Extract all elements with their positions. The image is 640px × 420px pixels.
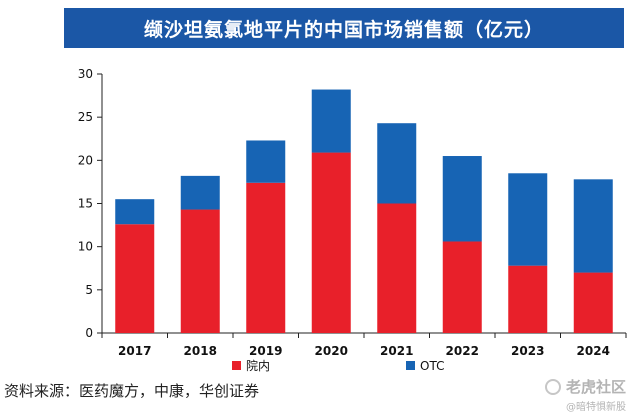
tiger-logo-icon bbox=[544, 378, 561, 395]
y-tick-label: 25 bbox=[78, 110, 93, 124]
legend-label-inhospital: 院内 bbox=[246, 359, 270, 373]
bar-segment-otc bbox=[442, 156, 482, 242]
bar-segment-otc bbox=[180, 175, 220, 210]
bar-segment-inhospital bbox=[508, 265, 548, 333]
x-tick-label: 2019 bbox=[249, 344, 282, 358]
watermark-brand: 老虎社区 bbox=[565, 378, 626, 396]
bar-segment-inhospital bbox=[115, 224, 155, 333]
watermark: 老虎社区 @暗特惧新股 bbox=[544, 376, 626, 413]
bar-segment-inhospital bbox=[311, 152, 351, 333]
legend-label-otc: OTC bbox=[420, 359, 444, 373]
bar-segment-otc bbox=[115, 199, 155, 225]
y-tick-label: 15 bbox=[78, 197, 93, 211]
y-tick-label: 5 bbox=[85, 283, 93, 297]
y-tick-label: 30 bbox=[78, 67, 93, 81]
stacked-bar-chart: 0 5 10 15 20 25 30 2017 2018 2019 2020 2021 2022 2023… bbox=[78, 67, 627, 373]
bar-segment-inhospital bbox=[246, 182, 286, 333]
bar-segment-inhospital bbox=[573, 272, 613, 333]
y-tick-label: 0 bbox=[85, 326, 93, 340]
x-tick-label: 2021 bbox=[380, 344, 413, 358]
x-tick-label: 2017 bbox=[118, 344, 151, 358]
x-tick-label: 2022 bbox=[446, 344, 479, 358]
bar-segment-inhospital bbox=[442, 241, 482, 333]
x-tick-label: 2023 bbox=[511, 344, 544, 358]
legend-swatch-otc bbox=[406, 361, 415, 370]
x-tick-label: 2020 bbox=[315, 344, 348, 358]
x-tick-label: 2018 bbox=[184, 344, 217, 358]
bar-segment-inhospital bbox=[377, 203, 417, 333]
source-note: 资料来源：医药魔方，中康，华创证券 bbox=[4, 382, 260, 400]
bar-segment-otc bbox=[508, 173, 548, 266]
bar-segment-otc bbox=[311, 89, 351, 153]
watermark-handle: @暗特惧新股 bbox=[566, 402, 626, 413]
bar-segment-inhospital bbox=[180, 209, 220, 333]
x-tick-label: 2024 bbox=[577, 344, 610, 358]
legend-swatch-inhospital bbox=[232, 361, 241, 370]
y-tick-label: 10 bbox=[78, 240, 93, 254]
y-tick-label: 20 bbox=[78, 153, 93, 167]
bar-segment-otc bbox=[246, 140, 286, 183]
bar-segment-otc bbox=[377, 123, 417, 204]
bar-segment-otc bbox=[573, 179, 613, 273]
chart-title: 缬沙坦氨氯地平片的中国市场销售额（亿元） bbox=[64, 8, 624, 48]
